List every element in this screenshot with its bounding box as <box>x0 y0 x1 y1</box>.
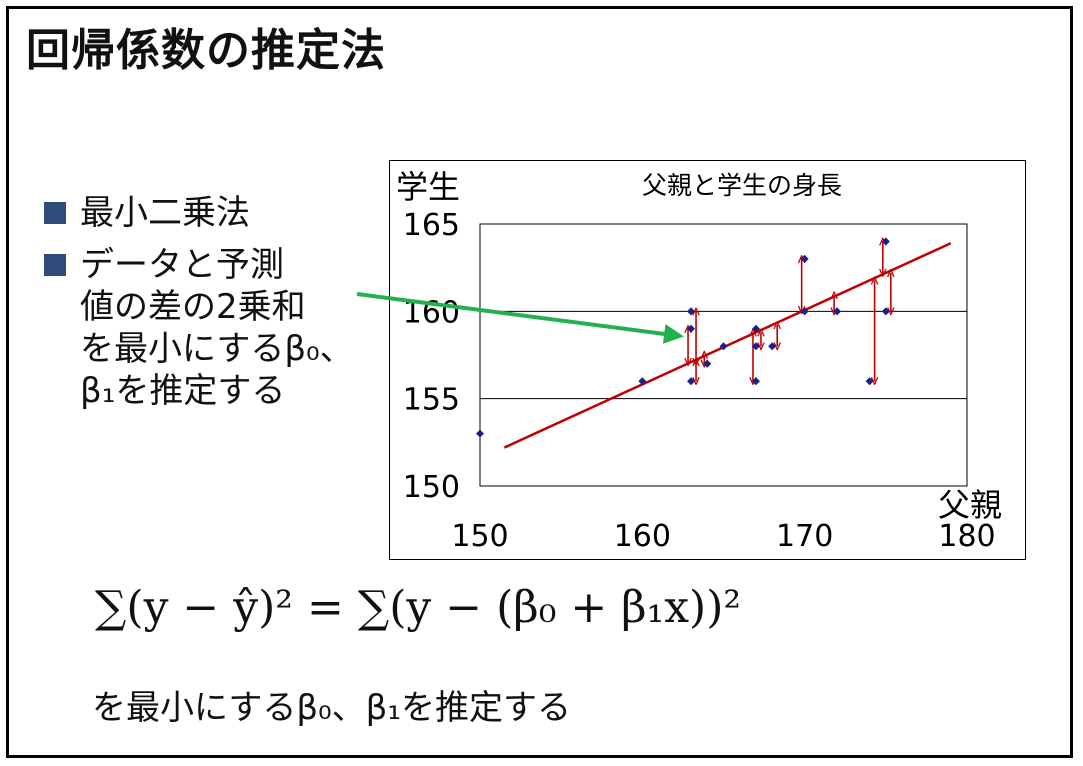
bullet-square-icon <box>44 202 66 224</box>
slide-frame <box>6 6 1073 758</box>
bullet-least-squares: 最小二乗法 <box>40 192 354 234</box>
least-squares-formula: ∑(y − ŷ)² = ∑(y − (β₀ + β₁x))² <box>95 582 741 633</box>
bullet-text-line: データと予測 <box>80 245 284 285</box>
formula-equals: = <box>306 582 344 633</box>
formula-rhs: ∑(y − (β₀ + β₁x))² <box>357 582 742 633</box>
bullet-description: データと予測 値の差の2乗和 を最小にするβ₀、 β₁を推定する <box>40 244 354 412</box>
bullet-text-line: を最小にするβ₀、 <box>80 329 354 369</box>
caption-text: を最小にするβ₀、β₁を推定する <box>92 688 571 728</box>
bullet-square-icon <box>44 254 66 276</box>
bullet-text-line: 値の差の2乗和 <box>80 287 306 327</box>
bullet-text: 最小二乗法 <box>80 193 250 233</box>
bullet-list: 最小二乗法 データと予測 値の差の2乗和 を最小にするβ₀、 β₁を推定する <box>40 192 354 422</box>
chart-frame <box>389 160 1026 560</box>
formula-lhs: ∑(y − ŷ)² <box>95 582 293 633</box>
slide-title: 回帰係数の推定法 <box>26 25 386 76</box>
bullet-text-line: β₁を推定する <box>80 371 286 411</box>
